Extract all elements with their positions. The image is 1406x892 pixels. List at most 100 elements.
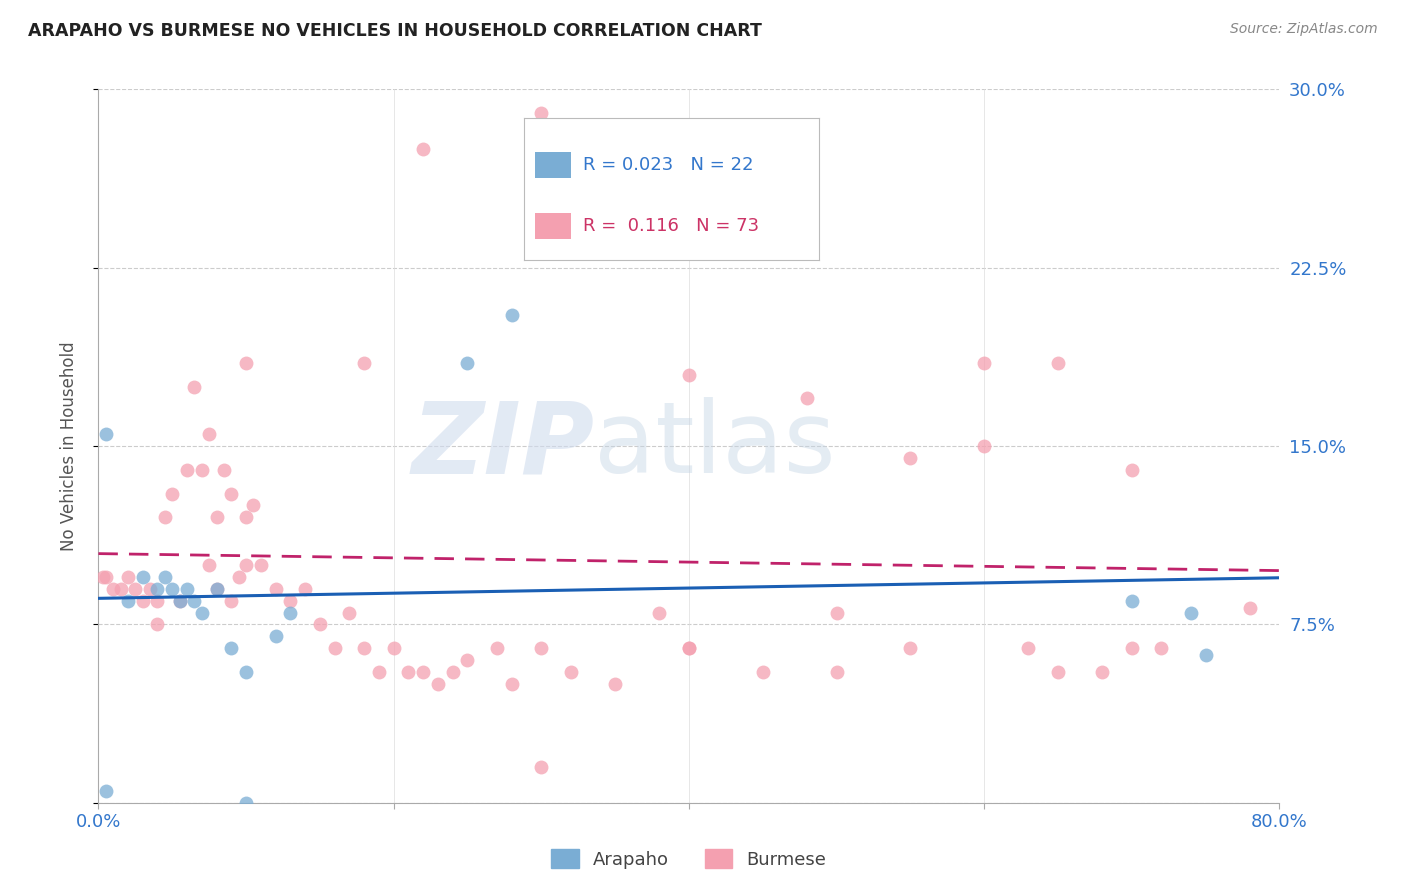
Point (191, 463, 214, 477)
Point (294, 582, 316, 596)
Point (678, 641, 700, 656)
Point (242, 499, 264, 513)
Point (1121, 593, 1143, 607)
Text: ARAPAHO VS BURMESE NO VEHICLES IN HOUSEHOLD CORRELATION CHART: ARAPAHO VS BURMESE NO VEHICLES IN HOUSEH… (28, 22, 762, 40)
Point (900, 450, 922, 465)
Point (1046, 356, 1069, 370)
Text: atlas: atlas (595, 398, 837, 494)
Point (139, 582, 162, 596)
Point (183, 593, 205, 607)
Point (183, 379, 205, 393)
Point (368, 665, 391, 679)
Point (412, 665, 434, 679)
Point (153, 510, 176, 524)
Point (1239, 600, 1261, 615)
Point (678, 641, 700, 656)
Point (501, 308, 523, 322)
Point (176, 582, 198, 596)
Y-axis label: No Vehicles in Household: No Vehicles in Household (59, 341, 77, 551)
Point (441, 665, 464, 679)
Point (198, 558, 221, 572)
Point (117, 570, 139, 584)
Point (235, 558, 257, 572)
Point (205, 582, 228, 596)
Point (264, 629, 287, 643)
Point (825, 665, 848, 679)
Point (1121, 641, 1143, 656)
Legend: Arapaho, Burmese: Arapaho, Burmese (544, 842, 834, 876)
Point (117, 593, 139, 607)
Text: Source: ZipAtlas.com: Source: ZipAtlas.com (1230, 22, 1378, 37)
Point (396, 665, 419, 679)
Point (235, 665, 257, 679)
Point (146, 593, 169, 607)
Point (146, 582, 169, 596)
Point (382, 641, 405, 656)
Point (162, 486, 183, 500)
Point (153, 570, 176, 584)
Point (219, 641, 242, 656)
Point (250, 558, 273, 572)
Point (412, 142, 434, 156)
Point (427, 677, 450, 691)
Point (456, 653, 478, 667)
Point (456, 356, 478, 370)
Point (205, 582, 228, 596)
Point (1017, 641, 1039, 656)
Point (530, 106, 553, 120)
Point (501, 677, 523, 691)
Point (353, 356, 375, 370)
Point (235, 796, 257, 810)
Point (235, 356, 257, 370)
Point (339, 606, 360, 620)
Point (751, 665, 773, 679)
Point (278, 606, 302, 620)
Point (162, 582, 183, 596)
Point (110, 582, 132, 596)
Point (796, 392, 818, 406)
Point (176, 463, 198, 477)
Point (278, 593, 302, 607)
Point (900, 641, 922, 656)
Point (560, 665, 582, 679)
Point (198, 427, 221, 442)
Point (1121, 463, 1143, 477)
Point (212, 463, 235, 477)
Point (353, 641, 375, 656)
Point (205, 510, 228, 524)
Point (219, 486, 242, 500)
Point (146, 617, 169, 632)
Point (91, 570, 114, 584)
Point (486, 641, 509, 656)
Point (191, 606, 214, 620)
Point (825, 606, 848, 620)
Point (648, 606, 671, 620)
Point (132, 593, 155, 607)
Point (530, 641, 553, 656)
Point (530, 760, 553, 774)
Point (132, 570, 155, 584)
Point (323, 641, 346, 656)
Point (973, 439, 995, 453)
Point (228, 570, 250, 584)
Point (1091, 665, 1114, 679)
Point (264, 582, 287, 596)
Point (103, 582, 125, 596)
Point (973, 356, 995, 370)
Point (1195, 648, 1218, 663)
Point (94, 784, 117, 798)
Text: ZIP: ZIP (412, 398, 595, 494)
Point (124, 582, 146, 596)
Point (169, 593, 191, 607)
Point (1150, 641, 1173, 656)
Point (94, 570, 117, 584)
Point (309, 617, 332, 632)
Point (605, 189, 627, 203)
Point (169, 593, 191, 607)
Point (219, 593, 242, 607)
Point (235, 510, 257, 524)
Point (94, 427, 117, 442)
Point (605, 677, 627, 691)
Point (678, 368, 700, 382)
Point (1046, 665, 1069, 679)
